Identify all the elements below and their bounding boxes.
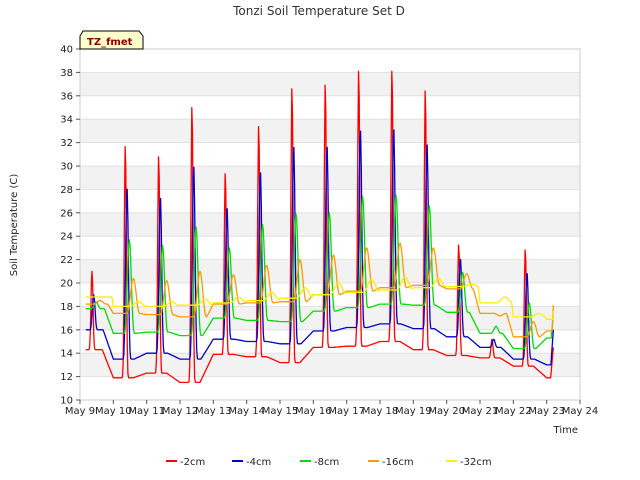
series-line-minus-8cm bbox=[85, 194, 554, 350]
y-tick-label: 16 bbox=[60, 325, 73, 336]
series-line-minus-16cm bbox=[85, 242, 554, 338]
y-tick-label: 40 bbox=[60, 45, 73, 56]
badge-label: TZ_fmet bbox=[87, 37, 133, 48]
x-tick-label: May 11 bbox=[128, 406, 165, 417]
y-axis: 10 12 14 16 18 20 22 24 26 28 30 32 34 36 38 40 bbox=[60, 45, 80, 407]
x-tick-label: May 20 bbox=[428, 406, 465, 417]
grid-band bbox=[80, 166, 580, 190]
y-tick-label: 24 bbox=[60, 232, 73, 243]
series-line-minus-2cm bbox=[85, 70, 554, 384]
series-layer bbox=[85, 70, 554, 384]
grid-band bbox=[80, 119, 580, 143]
x-tick-label: May 12 bbox=[162, 406, 199, 417]
legend: -2cm -4cm -8cm -16cm -32cm bbox=[166, 457, 492, 468]
y-tick-label: 34 bbox=[60, 115, 73, 126]
legend-label: -32cm bbox=[460, 457, 492, 468]
x-axis-title: Time bbox=[553, 425, 578, 436]
y-tick-label: 18 bbox=[60, 302, 73, 313]
plot-frame bbox=[79, 48, 581, 401]
x-tick-label: May 19 bbox=[395, 406, 432, 417]
chart-title: Tonzi Soil Temperature Set D bbox=[232, 4, 405, 18]
series-line-minus-32cm bbox=[85, 276, 554, 320]
series-line-minus-4cm bbox=[85, 129, 554, 366]
legend-label: -2cm bbox=[180, 457, 205, 468]
station-badge: TZ_fmet bbox=[79, 30, 144, 50]
y-tick-label: 30 bbox=[60, 162, 73, 173]
x-tick-label: May 21 bbox=[462, 406, 499, 417]
x-tick-label: May 9 bbox=[65, 406, 95, 417]
x-tick-label: May 24 bbox=[562, 406, 599, 417]
x-tick-label: May 22 bbox=[495, 406, 532, 417]
legend-label: -8cm bbox=[314, 457, 339, 468]
x-tick-label: May 17 bbox=[328, 406, 365, 417]
grid-band bbox=[80, 259, 580, 283]
y-tick-label: 12 bbox=[60, 372, 73, 383]
y-axis-title: Soil Temperature (C) bbox=[9, 174, 20, 277]
y-tick-label: 38 bbox=[60, 68, 73, 79]
y-tick-label: 22 bbox=[60, 255, 73, 266]
x-tick-label: May 14 bbox=[228, 406, 265, 417]
legend-label: -16cm bbox=[382, 457, 414, 468]
y-tick-label: 14 bbox=[60, 349, 73, 360]
x-tick-label: May 13 bbox=[195, 406, 232, 417]
x-tick-label: May 10 bbox=[95, 406, 132, 417]
x-tick-label: May 23 bbox=[528, 406, 565, 417]
y-tick-label: 10 bbox=[60, 396, 73, 407]
badge-shape bbox=[79, 30, 144, 50]
y-tick-label: 32 bbox=[60, 138, 73, 149]
y-tick-label: 20 bbox=[60, 279, 73, 290]
legend-label: -4cm bbox=[246, 457, 271, 468]
y-tick-label: 36 bbox=[60, 91, 73, 102]
x-tick-label: May 18 bbox=[362, 406, 399, 417]
y-tick-label: 28 bbox=[60, 185, 73, 196]
x-tick-label: May 16 bbox=[295, 406, 332, 417]
grid-band bbox=[80, 72, 580, 96]
y-tick-label: 26 bbox=[60, 208, 73, 219]
x-tick-label: May 15 bbox=[262, 406, 299, 417]
